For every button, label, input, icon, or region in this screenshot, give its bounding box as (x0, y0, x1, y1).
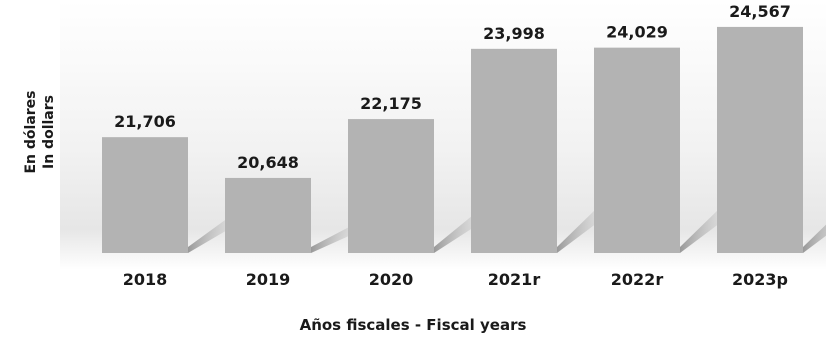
bar-2022r (594, 47, 680, 254)
value-label: 23,998 (483, 24, 545, 43)
category-label: 2020 (369, 270, 414, 289)
bar-2021r (471, 48, 557, 253)
bar-2023p (717, 26, 803, 253)
bar-shadow (188, 217, 248, 253)
y-axis-label-line-2: In dollars (41, 95, 57, 169)
bar-shadow (434, 214, 494, 253)
category-label: 2021r (488, 270, 541, 289)
bar-2020 (348, 119, 434, 254)
bar-2018 (102, 137, 188, 253)
bar-2019 (225, 177, 311, 253)
value-label: 22,175 (360, 94, 422, 113)
value-label: 21,706 (114, 112, 176, 131)
y-axis-label: En dólares In dollars (22, 72, 62, 192)
bar-shadow (803, 224, 826, 253)
category-label: 2019 (246, 270, 291, 289)
x-axis-label: Años fiscales - Fiscal years (299, 316, 527, 334)
category-label: 2018 (123, 270, 168, 289)
category-label: 2022r (611, 270, 664, 289)
value-label: 24,567 (729, 2, 791, 21)
y-axis-label-line-1: En dólares (23, 90, 39, 174)
category-label: 2023p (732, 270, 788, 289)
value-label: 20,648 (237, 153, 299, 172)
value-label: 24,029 (606, 23, 668, 42)
